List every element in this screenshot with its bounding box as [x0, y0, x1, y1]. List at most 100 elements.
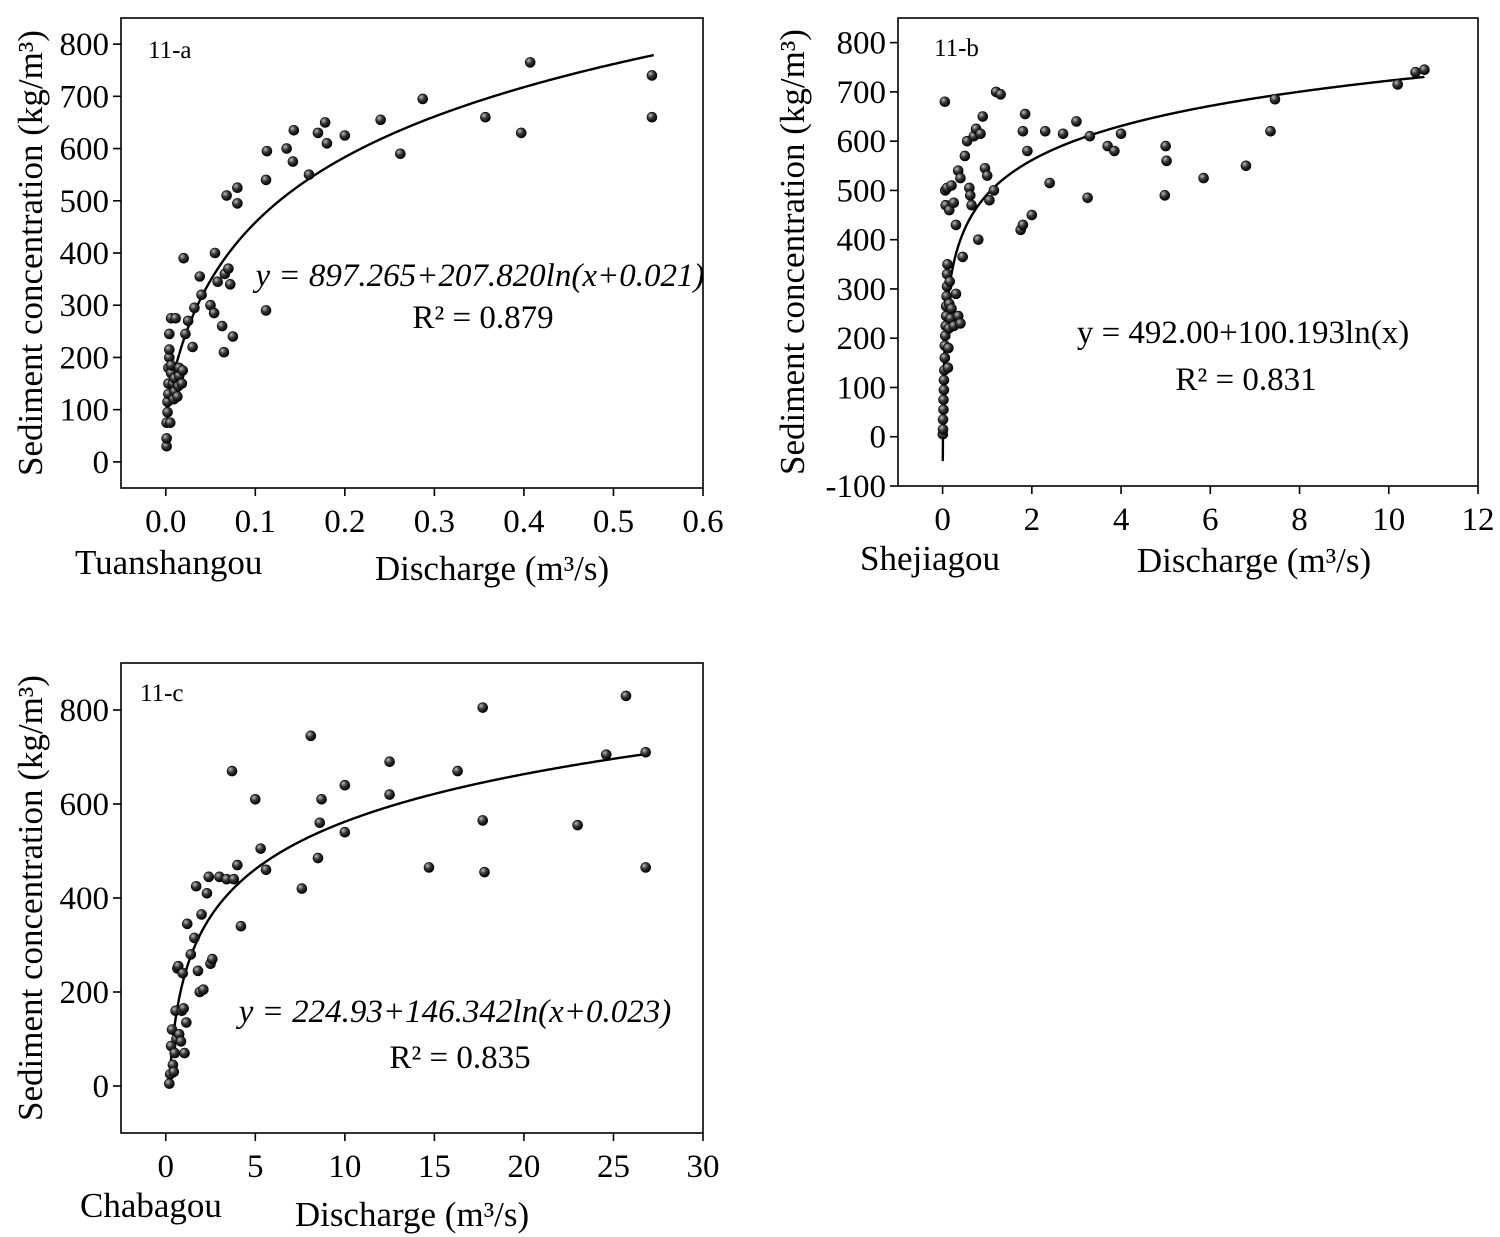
data-point: [303, 169, 315, 180]
panel-11-b: 0 2 4 6 8 10 12 -100 0 100 200 300 400 500 600 700 800 1…: [773, 17, 1495, 580]
y-tick-label: 500: [60, 184, 110, 220]
x-tick-label: 0: [934, 502, 951, 538]
data-point: [305, 730, 317, 742]
data-point: [203, 871, 215, 883]
x-tick-label: 10: [328, 1149, 361, 1185]
y-tick-label: 0: [93, 445, 110, 481]
y-tick-label: 300: [60, 288, 110, 324]
r-squared: R² = 0.835: [389, 1040, 530, 1076]
fit-group: [164, 53, 654, 413]
data-point: [223, 263, 234, 274]
data-point: [600, 749, 612, 760]
data-point: [1160, 140, 1171, 152]
data-point: [384, 789, 395, 800]
data-point: [312, 127, 324, 139]
x-tick-label: 4: [1113, 502, 1130, 538]
y-tick-label: 700: [837, 75, 887, 111]
y-tick-label: 600: [60, 787, 110, 823]
x-tick-label: 0.1: [235, 504, 276, 540]
data-point: [208, 307, 220, 319]
site-label: Tuanshangou: [75, 543, 262, 582]
y-tick-label: 400: [60, 236, 110, 272]
x-tick-label: 0.3: [414, 504, 455, 540]
y-tick-label: 600: [60, 132, 110, 168]
data-point: [192, 965, 204, 977]
data-point: [179, 1047, 190, 1059]
data-point: [981, 170, 993, 181]
data-point: [417, 93, 429, 105]
data-point: [1084, 130, 1096, 142]
data-point: [572, 819, 583, 831]
data-point: [1392, 79, 1403, 90]
data-point: [959, 150, 971, 162]
data-point: [312, 852, 324, 864]
data-point: [232, 198, 243, 209]
data-point: [946, 180, 957, 191]
data-point: [181, 918, 193, 930]
point-group: [937, 64, 1430, 440]
data-point: [260, 174, 272, 186]
data-point: [1410, 66, 1421, 78]
data-point: [950, 288, 962, 300]
plot-frame: [897, 17, 1479, 487]
data-point: [640, 862, 652, 873]
y-tick-label: 0: [870, 420, 887, 456]
data-point: [321, 138, 333, 149]
data-point: [190, 880, 202, 892]
data-point: [187, 341, 198, 353]
data-point: [646, 111, 658, 123]
data-point: [620, 690, 632, 702]
fit-equation: y = 492.00+100.193ln(x): [1077, 315, 1409, 351]
data-point: [296, 883, 308, 894]
data-point: [232, 182, 243, 194]
x-tick-label: 15: [418, 1149, 451, 1185]
data-point: [260, 864, 272, 876]
data-point: [227, 331, 239, 342]
point-group: [161, 57, 658, 452]
point-group: [164, 690, 652, 1089]
y-tick-label: 800: [60, 27, 110, 63]
data-point: [189, 302, 200, 314]
x-axis-label: Discharge (m³/s): [1137, 541, 1371, 580]
x-axis-label: Discharge (m³/s): [295, 1195, 529, 1234]
data-point: [937, 414, 949, 425]
data-point: [226, 765, 238, 777]
data-point: [957, 251, 968, 263]
data-point: [176, 378, 188, 389]
data-point: [943, 342, 954, 354]
data-point: [287, 156, 299, 167]
data-point: [319, 117, 331, 128]
fit-curve: [941, 75, 1425, 462]
x-tick-label: 6: [1202, 502, 1219, 538]
data-point: [938, 404, 949, 415]
fit-curve: [164, 53, 654, 413]
tick-group: 0 2 4 6 8 10 12 -100 0 100 200 300 400 500 600 700 800: [826, 26, 1495, 538]
site-label: Shejiagou: [860, 539, 1000, 578]
y-tick-label: -100: [826, 469, 887, 505]
data-point: [1057, 128, 1069, 140]
data-point: [395, 148, 406, 160]
data-point: [177, 365, 189, 376]
data-point: [172, 391, 183, 402]
x-tick-label: 0.5: [593, 504, 634, 540]
y-axis-label: Sediment concentration (kg/m³): [11, 675, 50, 1121]
data-point: [224, 279, 236, 290]
x-tick-label: 12: [1462, 502, 1495, 538]
data-point: [201, 887, 213, 899]
data-point: [164, 328, 175, 340]
panel-tag: 11-a: [148, 37, 192, 64]
data-point: [281, 143, 292, 154]
y-tick-label: 0: [93, 1069, 110, 1105]
panel-tag: 11-c: [140, 680, 184, 707]
y-tick-label: 300: [837, 272, 887, 308]
x-tick-label: 0.6: [682, 504, 723, 540]
y-tick-label: 400: [837, 223, 887, 259]
data-point: [1017, 219, 1029, 231]
data-point: [479, 866, 490, 878]
x-tick-label: 20: [507, 1149, 540, 1185]
data-point: [423, 862, 435, 873]
y-tick-label: 700: [60, 79, 110, 115]
y-tick-label: 200: [837, 321, 887, 357]
data-point: [1240, 160, 1252, 172]
